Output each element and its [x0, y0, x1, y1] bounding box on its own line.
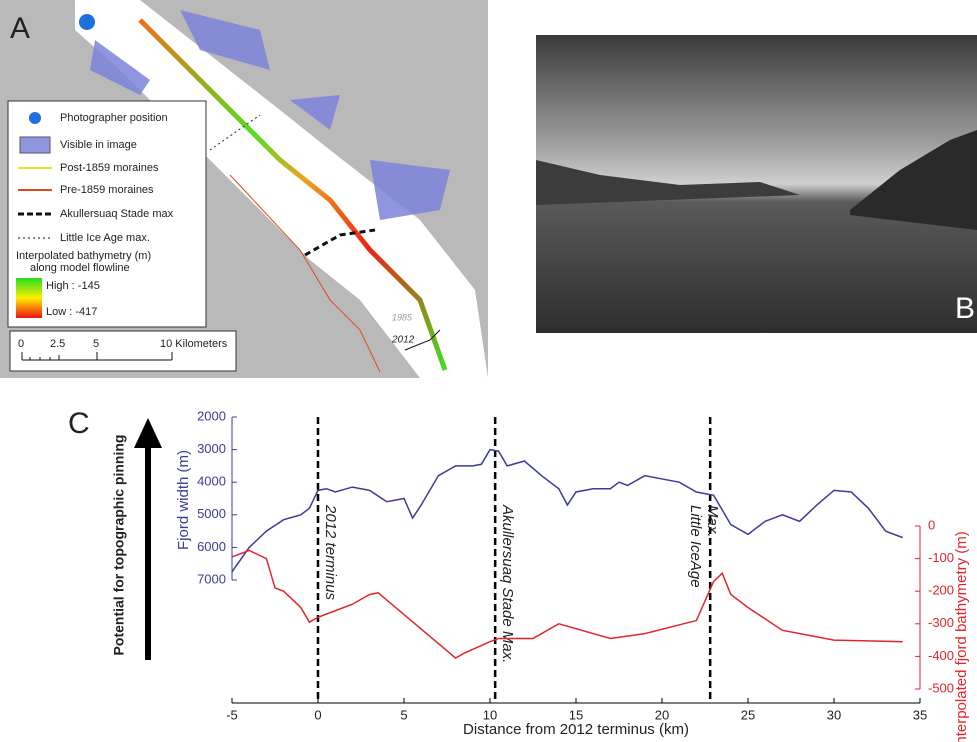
y-tick-label: 4000 — [197, 474, 226, 489]
x-tick-label: 25 — [741, 707, 755, 722]
y2-axis-label: Interpolated fjord bathymetry (m) — [953, 531, 970, 742]
map-label: 1985 — [392, 312, 413, 322]
legend-label: Low : -417 — [46, 306, 97, 318]
scale-label: 2.5 — [50, 338, 65, 350]
x-tick-label: -5 — [226, 707, 238, 722]
y-tick-label: 6000 — [197, 539, 226, 554]
panel-label: B — [955, 292, 975, 325]
legend-ramp — [16, 278, 42, 318]
legend-symbol — [29, 112, 41, 124]
page: {"panel_a": {"label": "A", "legend": ["P… — [0, 0, 977, 742]
photographer-marker — [79, 14, 95, 30]
legend-label: Akullersuaq Stade max — [60, 208, 174, 220]
annotation-label: Little IceAge — [687, 505, 704, 588]
scale-label: 10 Kilometers — [160, 338, 228, 350]
annotation-label: Max. — [704, 505, 721, 538]
y2-tick-label: -400 — [928, 648, 954, 663]
legend-label: Little Ice Age max. — [60, 232, 150, 244]
map-panel: 1985 2012 A Photographer position Visibl… — [0, 0, 488, 378]
y-tick-label: 7000 — [197, 571, 226, 586]
legend-label: Visible in image — [60, 139, 137, 151]
scale-label: 0 — [18, 338, 24, 350]
annotation-label: Akullersuaq Stade Max. — [499, 504, 516, 663]
panel-label: A — [10, 12, 30, 45]
panel-label: C — [68, 407, 90, 440]
y2-tick-label: -100 — [928, 550, 954, 565]
legend-label: High : -145 — [46, 280, 100, 292]
y-tick-label: 5000 — [197, 506, 226, 521]
x-tick-label: 35 — [913, 707, 927, 722]
legend-title: along model flowline — [30, 262, 130, 274]
legend-symbol — [20, 137, 50, 153]
x-tick-label: 5 — [400, 707, 407, 722]
y2-tick-label: -500 — [928, 680, 954, 695]
y2-tick-label: 0 — [928, 517, 935, 532]
x-tick-label: 30 — [827, 707, 841, 722]
legend-label: Photographer position — [60, 112, 168, 124]
legend-label: Post-1859 moraines — [60, 162, 159, 174]
y2-tick-label: -200 — [928, 583, 954, 598]
photo-panel: B — [536, 35, 977, 333]
y-tick-label: 3000 — [197, 441, 226, 456]
x-axis-label: Distance from 2012 terminus (km) — [463, 721, 689, 738]
scale-label: 5 — [93, 338, 99, 350]
y-axis-label: Fjord width (m) — [175, 450, 192, 550]
y-tick-label: 2000 — [197, 408, 226, 423]
legend-label: Pre-1859 moraines — [60, 184, 154, 196]
map-label: 2012 — [391, 335, 415, 346]
arrow-label: Potential for topographic pinning — [111, 435, 127, 656]
legend-title: Interpolated bathymetry (m) — [16, 250, 151, 262]
annotation-label: 2012 terminus — [322, 504, 339, 601]
x-tick-label: 0 — [314, 707, 321, 722]
figure: 1985 2012 A Photographer position Visibl… — [0, 0, 977, 742]
y2-tick-label: -300 — [928, 615, 954, 630]
arrow-head — [134, 418, 162, 448]
